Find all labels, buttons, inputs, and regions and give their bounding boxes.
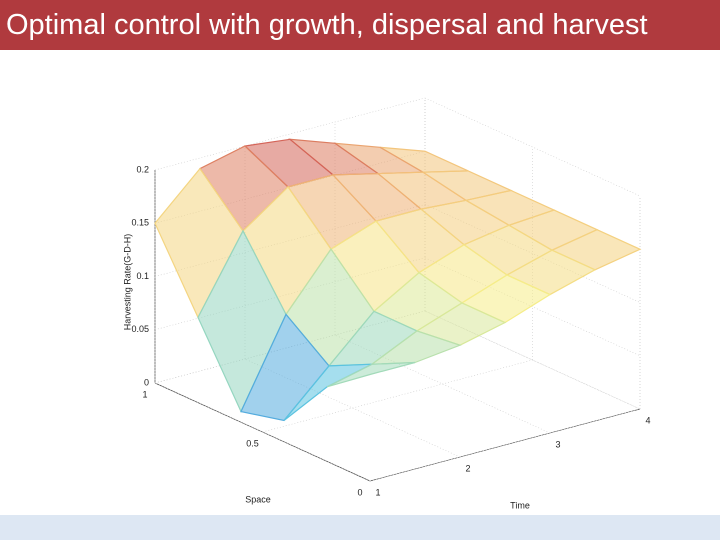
grid-line	[424, 310, 641, 410]
z-tick-label: 0.1	[136, 271, 149, 281]
axis-line	[369, 408, 641, 482]
y-tick-label: 1	[142, 389, 147, 399]
y-tick-label: 0	[357, 487, 362, 497]
z-tick-label: 0.05	[131, 324, 149, 334]
z-tick-label: 0.15	[131, 218, 149, 228]
grid-line	[244, 358, 461, 458]
surface-cell	[326, 361, 416, 388]
x-tick-label: 1	[375, 487, 380, 497]
chart: Harvesting Rate(G-D-H) Space Time 0 0.05 0…	[122, 97, 651, 510]
grid-line	[424, 97, 641, 197]
footer-bar	[0, 515, 720, 540]
y-axis-label: Space	[245, 494, 271, 504]
x-tick-label: 3	[555, 439, 560, 449]
z-tick-label: 0	[144, 377, 149, 387]
z-axis-label: Harvesting Rate(G-D-H)	[122, 234, 132, 331]
x-tick-label: 2	[465, 463, 470, 473]
x-axis-label: Time	[510, 500, 530, 510]
grid-line	[154, 382, 371, 482]
grid-line	[334, 334, 551, 434]
slide-title: Optimal control with growth, dispersal a…	[0, 0, 720, 50]
z-tick-label: 0.2	[136, 164, 149, 174]
x-tick-label: 4	[645, 415, 650, 425]
y-tick-label: 0.5	[246, 438, 259, 448]
